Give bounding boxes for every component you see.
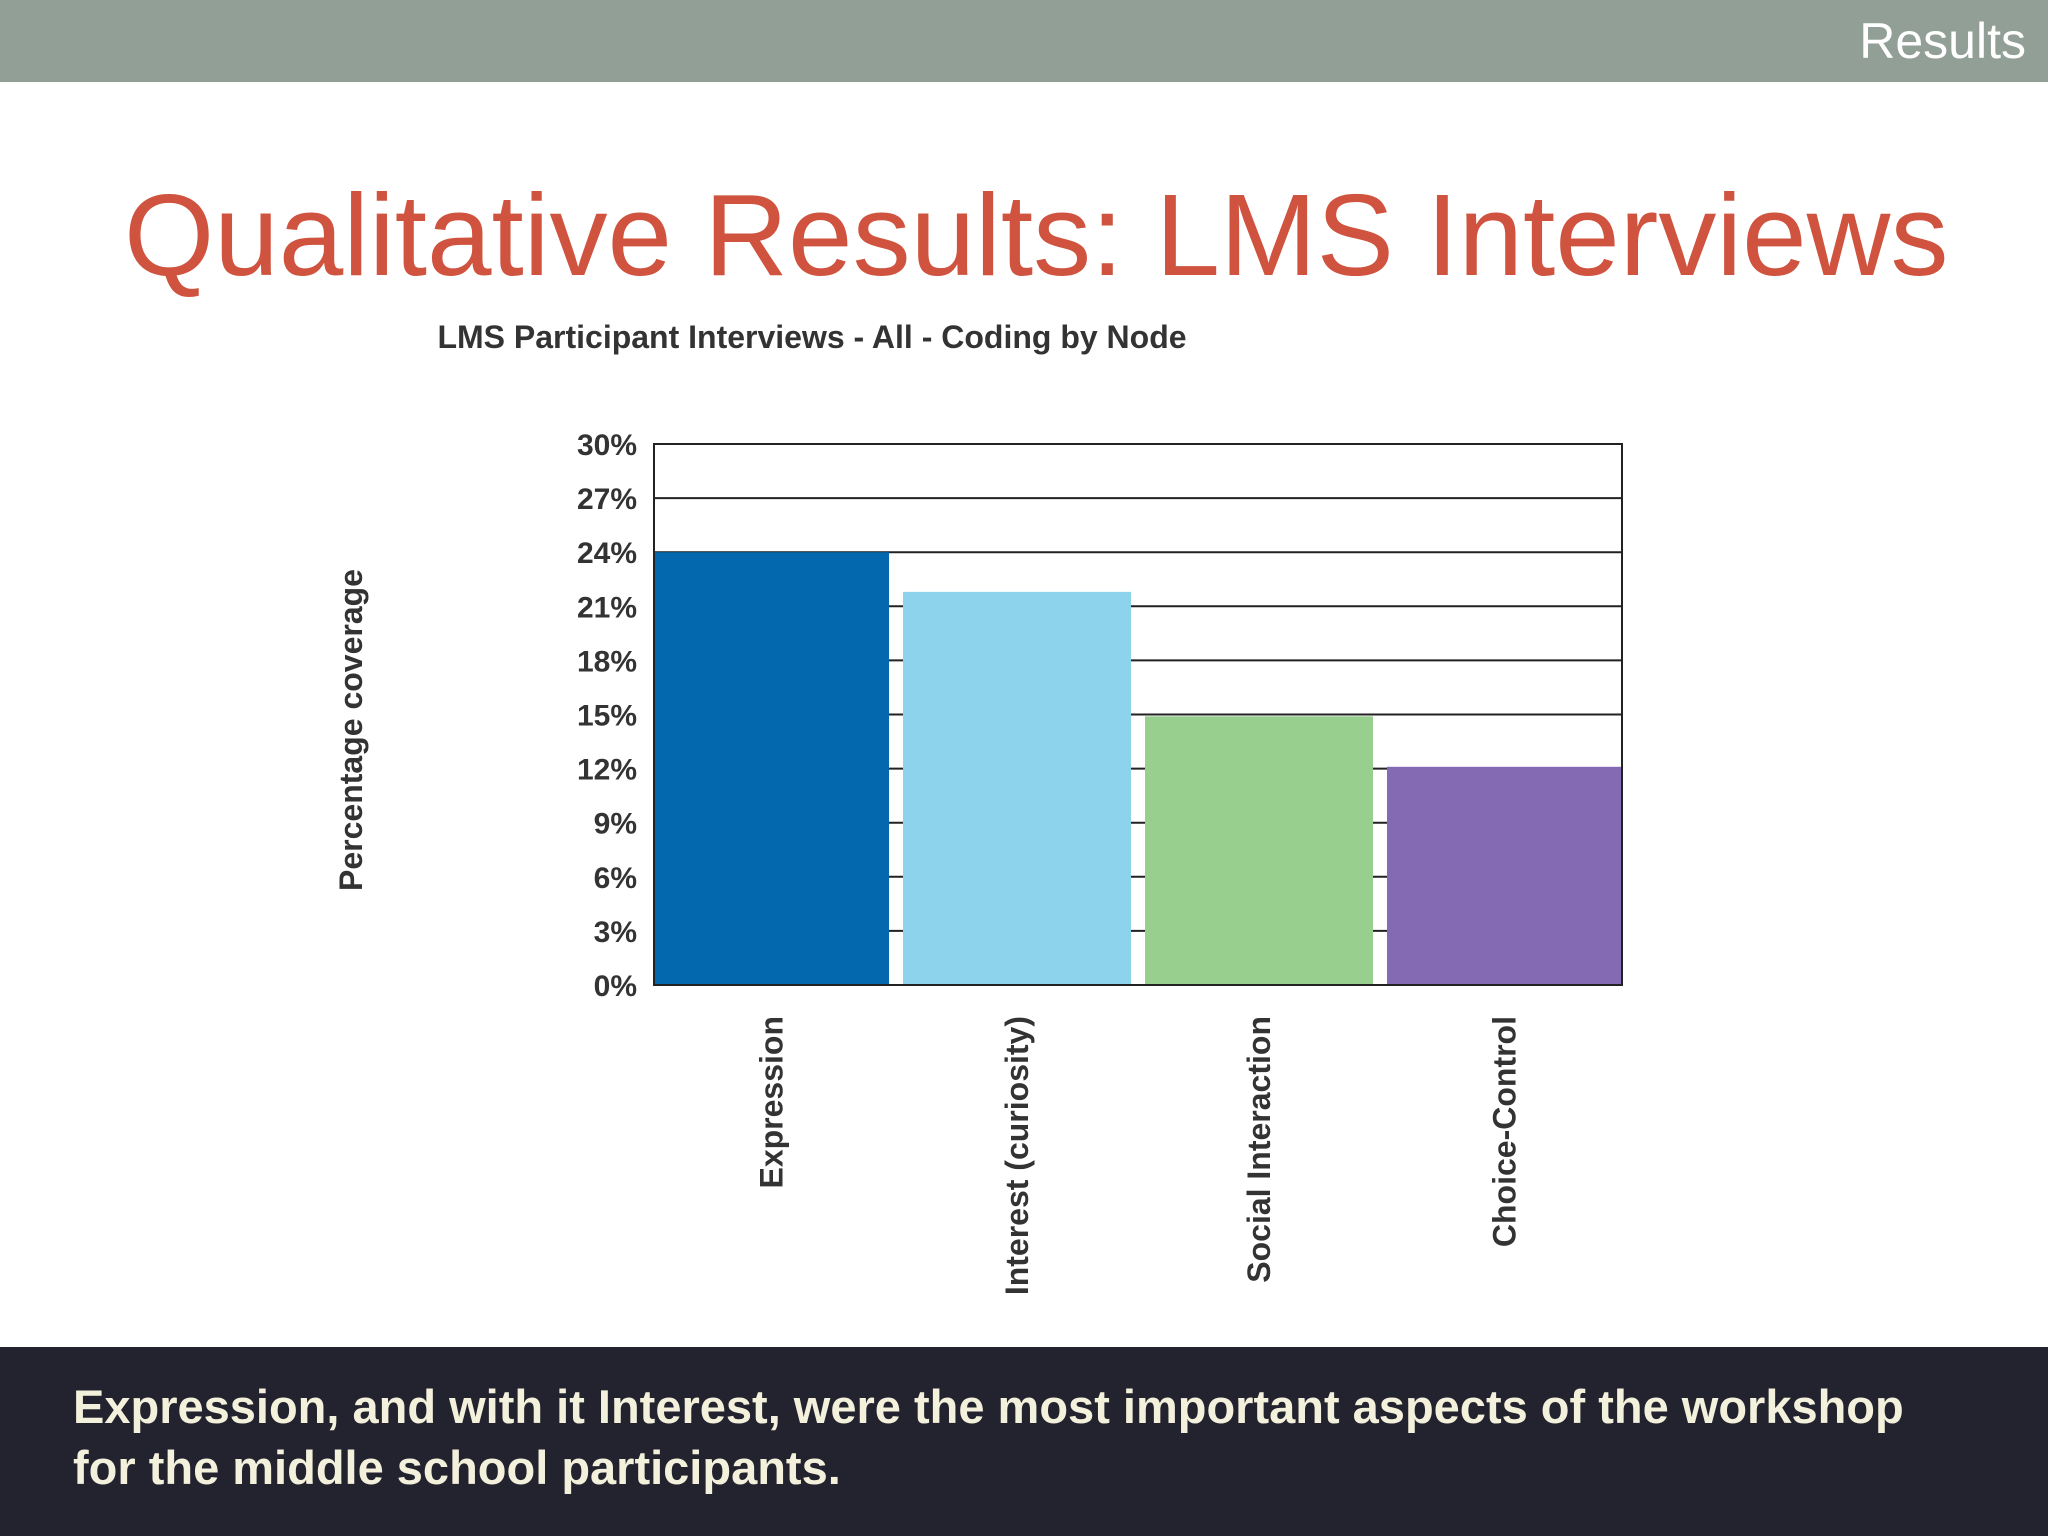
y-tick-label: 0% bbox=[594, 970, 637, 1003]
plot-frame bbox=[653, 443, 1623, 986]
y-tick-label: 6% bbox=[594, 862, 637, 895]
bar-chart: LMS Participant Interviews - All - Codin… bbox=[333, 319, 1623, 1295]
y-tick-label: 24% bbox=[577, 537, 637, 570]
bar-interest-curiosity bbox=[903, 591, 1131, 985]
y-tick-label: 12% bbox=[577, 754, 637, 787]
top-bar: Results bbox=[0, 0, 2048, 82]
x-tick-label: Interest (curiosity) bbox=[999, 1016, 1035, 1295]
y-tick-label: 21% bbox=[577, 591, 637, 624]
y-tick-label: 27% bbox=[577, 483, 637, 516]
x-tick-label: Social Interaction bbox=[1241, 1016, 1277, 1283]
y-axis-label: Percentage coverage bbox=[333, 569, 369, 891]
bar-expression bbox=[654, 552, 889, 985]
y-tick-label: 30% bbox=[577, 429, 637, 462]
chart-title: LMS Participant Interviews - All - Codin… bbox=[437, 319, 1186, 355]
y-tick-label: 18% bbox=[577, 645, 637, 678]
x-tick-label: Choice-Control bbox=[1487, 1016, 1523, 1247]
slide-caption: Expression, and with it Interest, were t… bbox=[73, 1380, 1904, 1494]
y-tick-labels: 0% 3% 6% 9% 12% 15% 18% 21% 24% 27% 30% bbox=[577, 429, 637, 1003]
slide-title: Qualitative Results: LMS Interviews bbox=[124, 170, 1949, 300]
y-tick-label: 9% bbox=[594, 808, 637, 841]
y-tick-label: 15% bbox=[577, 700, 637, 733]
x-tick-labels: Expression Interest (curiosity) Social Int… bbox=[754, 1016, 1523, 1295]
x-tick-label: Expression bbox=[754, 1016, 790, 1189]
section-label: Results bbox=[1859, 13, 2026, 69]
bars bbox=[654, 552, 1622, 985]
bar-choice-control bbox=[1387, 766, 1622, 985]
y-tick-label: 3% bbox=[594, 916, 637, 949]
bar-social-interaction bbox=[1145, 716, 1373, 985]
caption-bar bbox=[0, 1347, 2048, 1536]
